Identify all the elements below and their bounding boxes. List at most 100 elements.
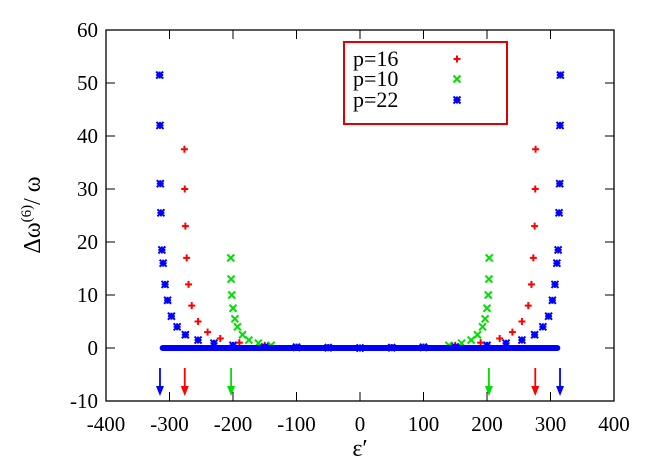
y-tick-label: -10 (70, 389, 98, 413)
data-point (183, 254, 191, 262)
data-point (485, 253, 494, 263)
y-axis-label-tail: / ω (20, 176, 46, 204)
legend-label-p22: p=22 (353, 87, 398, 112)
data-point (156, 179, 165, 188)
data-point (185, 280, 193, 288)
tick-labels: -400 -300 -200 -100 0 100 200 300 400-1001020304… (70, 18, 630, 436)
data-point (555, 179, 564, 188)
data-point (524, 302, 532, 310)
y-axis-label: Δω(6)/ ω (19, 176, 46, 253)
data-point (529, 254, 537, 262)
data-point (482, 304, 492, 313)
data-point (233, 322, 242, 332)
data-point (553, 245, 563, 255)
data-point (155, 70, 164, 80)
data-point (226, 253, 235, 263)
data-point (238, 330, 247, 339)
data-point (167, 311, 176, 321)
data-point (538, 322, 548, 332)
y-tick-label: 0 (88, 336, 99, 360)
legend-marker (452, 74, 462, 84)
data-point (556, 70, 565, 80)
legend: p=16 p=10 p=22 (343, 41, 508, 125)
arrow-marker (227, 368, 236, 396)
x-axis-label: ε′ (352, 436, 367, 462)
y-tick-label: 40 (77, 124, 98, 148)
data-point (554, 208, 564, 218)
y-tick-label: 10 (77, 283, 98, 307)
x-tick-label: -300 (150, 412, 189, 436)
data-point (226, 274, 236, 284)
x-tick-label: 300 (535, 412, 567, 436)
data-point (181, 330, 190, 339)
y-tick-label: 50 (77, 71, 98, 95)
data-point (552, 258, 562, 268)
x-tick-label: 0 (355, 412, 366, 436)
data-point (188, 302, 196, 310)
data-point (181, 222, 189, 230)
y-tick-label: 30 (77, 177, 98, 201)
x-tick-label: 100 (408, 412, 440, 436)
legend-box (343, 41, 508, 125)
data-point (156, 208, 166, 218)
y-axis-label-sup: (6) (19, 205, 35, 223)
data-point (194, 318, 202, 325)
data-point (172, 322, 182, 332)
data-marks (155, 70, 565, 353)
data-point (531, 222, 539, 230)
data-point (180, 145, 188, 153)
data-point (160, 280, 170, 289)
data-point (227, 290, 236, 300)
arrow-marker (556, 368, 565, 396)
data-point (484, 290, 493, 300)
series-p-22 (155, 70, 565, 353)
series-p-10 (226, 253, 494, 353)
arrow-marker (155, 368, 164, 396)
data-point (530, 330, 539, 339)
data-point (230, 314, 240, 324)
data-point (555, 121, 565, 130)
legend-label-p10: p=10 (353, 66, 398, 91)
y-tick-label: 20 (77, 230, 98, 254)
x-tick-label: -200 (214, 412, 253, 436)
data-point (496, 334, 504, 342)
arrow-marker (484, 368, 493, 396)
data-point (478, 322, 487, 332)
data-point (484, 274, 494, 284)
legend-marker (453, 55, 461, 63)
x-tick-label: 200 (471, 412, 503, 436)
data-point (228, 304, 238, 313)
data-point (517, 335, 527, 345)
data-point (532, 145, 540, 153)
data-point (527, 280, 535, 288)
data-point (193, 335, 203, 345)
data-point (157, 245, 167, 255)
data-point (181, 185, 189, 193)
data-point (548, 296, 557, 305)
data-point (544, 311, 553, 321)
x-tick-label: -400 (87, 412, 126, 436)
data-point (204, 328, 212, 336)
arrow-marker (180, 368, 189, 396)
y-axis-label-main: Δω (20, 222, 46, 253)
legend-marker (452, 95, 462, 105)
tick-marks (105, 29, 615, 402)
arrow-markers (155, 368, 565, 396)
data-point (531, 185, 539, 193)
data-point (550, 280, 560, 289)
x-tick-label: -100 (277, 412, 316, 436)
legend-label-p16: p=16 (353, 46, 398, 71)
data-point (480, 314, 490, 324)
y-tick-label: 60 (77, 18, 98, 42)
data-point (163, 296, 172, 305)
data-point (518, 318, 526, 325)
data-point (158, 258, 168, 268)
data-point (155, 121, 165, 130)
series-p-16 (180, 145, 540, 352)
data-point (466, 335, 476, 345)
arrow-marker (531, 368, 540, 396)
data-point (508, 328, 516, 336)
data-point (216, 334, 224, 342)
x-tick-label: 400 (598, 412, 630, 436)
